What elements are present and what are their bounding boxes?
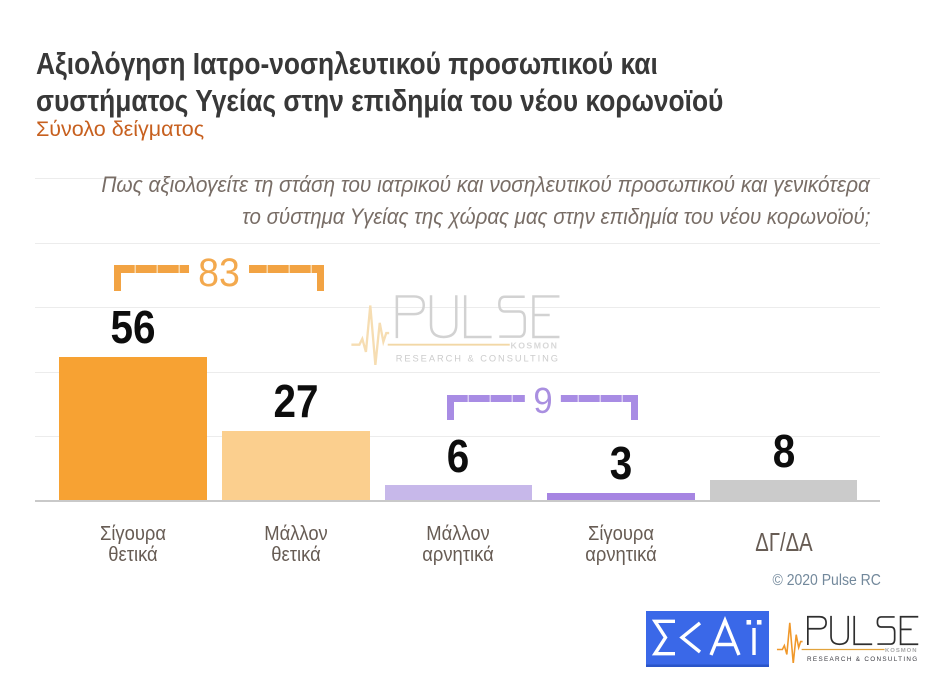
svg-text:RESEARCH & CONSULTING: RESEARCH & CONSULTING xyxy=(396,353,560,363)
svg-text:KOSMON: KOSMON xyxy=(885,648,918,654)
svg-text:KOSMON: KOSMON xyxy=(510,340,558,350)
svg-text:RESEARCH & CONSULTING: RESEARCH & CONSULTING xyxy=(807,656,918,663)
